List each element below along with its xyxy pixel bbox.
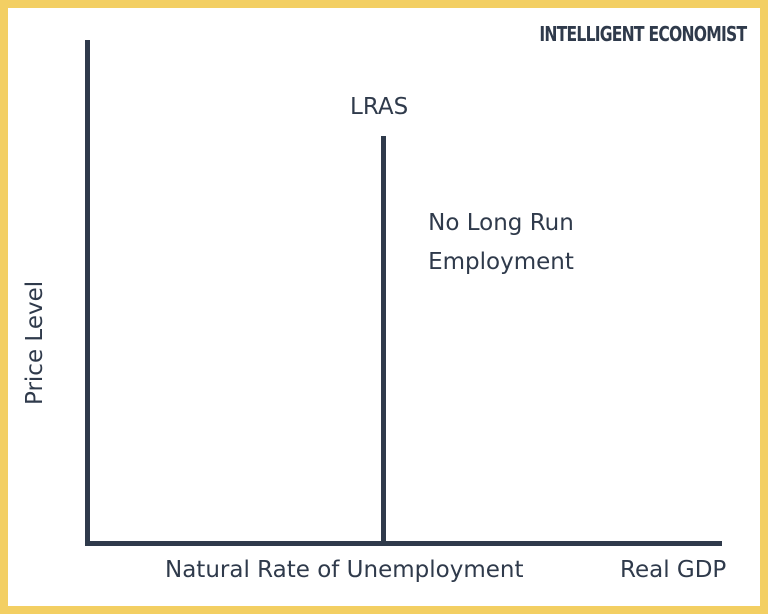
x-axis-label: Real GDP [620, 557, 727, 583]
lras-label: LRAS [350, 94, 409, 120]
lras-curve [381, 136, 386, 546]
y-axis-label: Price Level [22, 280, 48, 405]
y-axis [85, 40, 90, 546]
natural-rate-label: Natural Rate of Unemployment [165, 557, 524, 583]
x-axis [85, 541, 722, 546]
lras-note: No Long Run Employment [406, 204, 596, 282]
brand-logo: INTELLIGENT ECONOMIST [539, 22, 747, 46]
lras-note-line-1: No Long Run [428, 210, 574, 236]
lras-note-line-2: Employment [428, 249, 574, 275]
diagram-frame: INTELLIGENT ECONOMIST LRAS No Long Run E… [8, 8, 760, 606]
